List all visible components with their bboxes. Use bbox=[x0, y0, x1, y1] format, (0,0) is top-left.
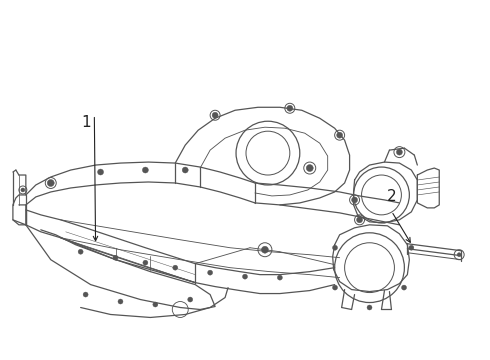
Circle shape bbox=[262, 246, 269, 253]
Circle shape bbox=[357, 217, 363, 223]
Circle shape bbox=[409, 245, 414, 250]
Circle shape bbox=[337, 132, 343, 138]
Circle shape bbox=[454, 250, 464, 260]
Circle shape bbox=[118, 299, 123, 304]
Text: 2: 2 bbox=[387, 189, 396, 204]
Circle shape bbox=[173, 265, 178, 270]
Circle shape bbox=[98, 169, 103, 175]
Circle shape bbox=[208, 270, 213, 275]
Circle shape bbox=[143, 167, 148, 173]
Circle shape bbox=[367, 305, 372, 310]
Circle shape bbox=[352, 197, 358, 203]
Circle shape bbox=[287, 105, 293, 111]
Circle shape bbox=[306, 165, 313, 171]
Circle shape bbox=[396, 149, 402, 155]
Circle shape bbox=[188, 297, 193, 302]
Circle shape bbox=[401, 285, 407, 290]
Circle shape bbox=[78, 249, 83, 254]
Circle shape bbox=[277, 275, 282, 280]
Circle shape bbox=[83, 292, 88, 297]
Circle shape bbox=[333, 285, 338, 290]
Circle shape bbox=[143, 260, 148, 265]
Circle shape bbox=[47, 180, 54, 186]
Circle shape bbox=[182, 167, 188, 173]
Circle shape bbox=[457, 253, 461, 257]
Circle shape bbox=[113, 255, 118, 260]
Circle shape bbox=[243, 274, 247, 279]
Circle shape bbox=[153, 302, 158, 307]
Circle shape bbox=[333, 245, 338, 250]
Circle shape bbox=[21, 188, 25, 192]
Text: 1: 1 bbox=[81, 115, 91, 130]
Circle shape bbox=[212, 112, 218, 118]
